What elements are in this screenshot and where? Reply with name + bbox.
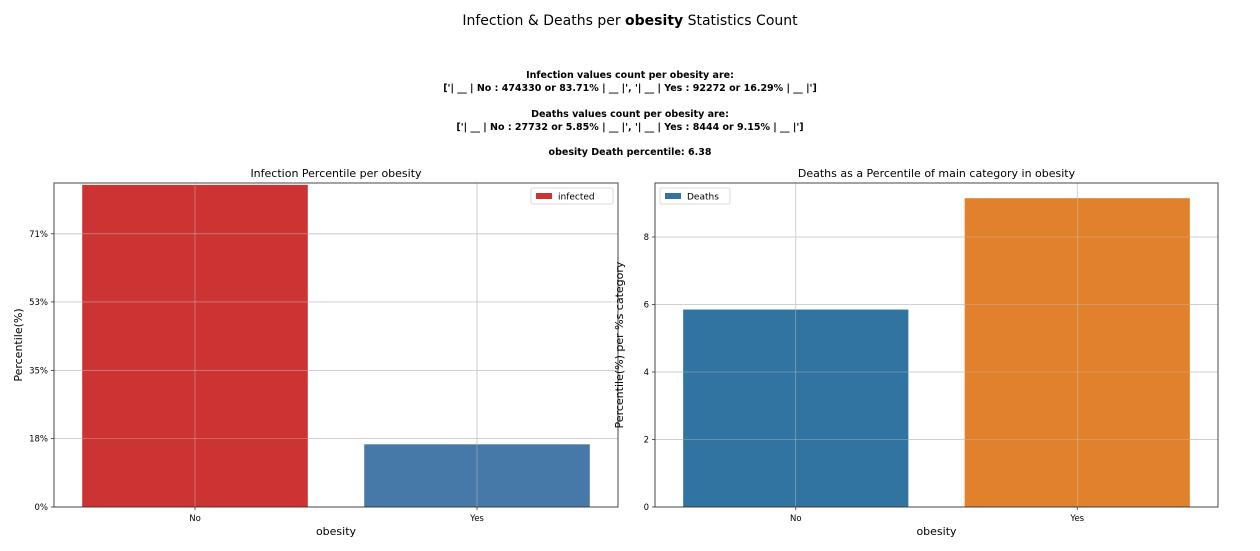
chart2-legend-swatch <box>665 193 681 199</box>
chart2-xlabel: obesity <box>916 525 957 538</box>
chart1-ylabel: Percentile(%) <box>12 308 25 381</box>
chart1-ytick-label: 71% <box>29 230 48 240</box>
figure-title-suffix: Statistics Count <box>683 13 798 29</box>
chart1-legend-box <box>530 187 614 205</box>
figure-title: Infection & Deaths per obesity Statistic… <box>0 13 1260 29</box>
deaths-summary-line: ['| __ | No : 27732 or 5.85% | __ |', '|… <box>456 122 804 133</box>
chart2-legend-label: Deaths <box>687 193 719 203</box>
chart1-legend-swatch <box>536 193 552 199</box>
chart2-ytick-label: 6 <box>644 301 649 311</box>
chart2-ytick-label: 4 <box>644 368 649 378</box>
chart1-title: Infection Percentile per obesity <box>250 167 422 180</box>
chart1-ytick-label: 53% <box>29 298 48 308</box>
figure-title-prefix: Infection & Deaths per <box>462 13 626 29</box>
chart2-ytick-label: 2 <box>644 436 649 446</box>
chart1-xtick-label: Yes <box>469 514 484 524</box>
chart2-title: Deaths as a Percentile of main category … <box>798 167 1076 180</box>
chart1-ytick-label: 0% <box>35 503 49 513</box>
chart1-axes-frame <box>53 182 619 508</box>
infection-summary-header: Infection values count per obesity are: <box>526 70 734 81</box>
chart1-xtick-label: No <box>189 514 201 524</box>
chart2-xtick-label: Yes <box>1069 514 1084 524</box>
chart1-ytick-label: 18% <box>29 435 48 445</box>
chart2-ytick-label: 0 <box>644 503 649 513</box>
chart1-ytick-label: 35% <box>29 366 48 376</box>
chart2-axes-frame <box>654 182 1219 508</box>
chart2-ylabel: Percentile(%) per %s category <box>613 261 626 428</box>
figure-title-bold: obesity <box>625 13 684 29</box>
chart1-xlabel: obesity <box>316 525 357 538</box>
chart2-legend-box <box>659 187 731 205</box>
chart2-xtick-label: No <box>790 514 802 524</box>
chart1-legend-label: infected <box>558 193 595 203</box>
infection-summary-line: ['| __ | No : 474330 or 83.71% | __ |', … <box>443 83 817 94</box>
chart2-ytick-label: 8 <box>644 233 649 243</box>
death-percentile-text: obesity Death percentile: 6.38 <box>548 147 712 158</box>
deaths-summary-header: Deaths values count per obesity are: <box>531 109 729 120</box>
